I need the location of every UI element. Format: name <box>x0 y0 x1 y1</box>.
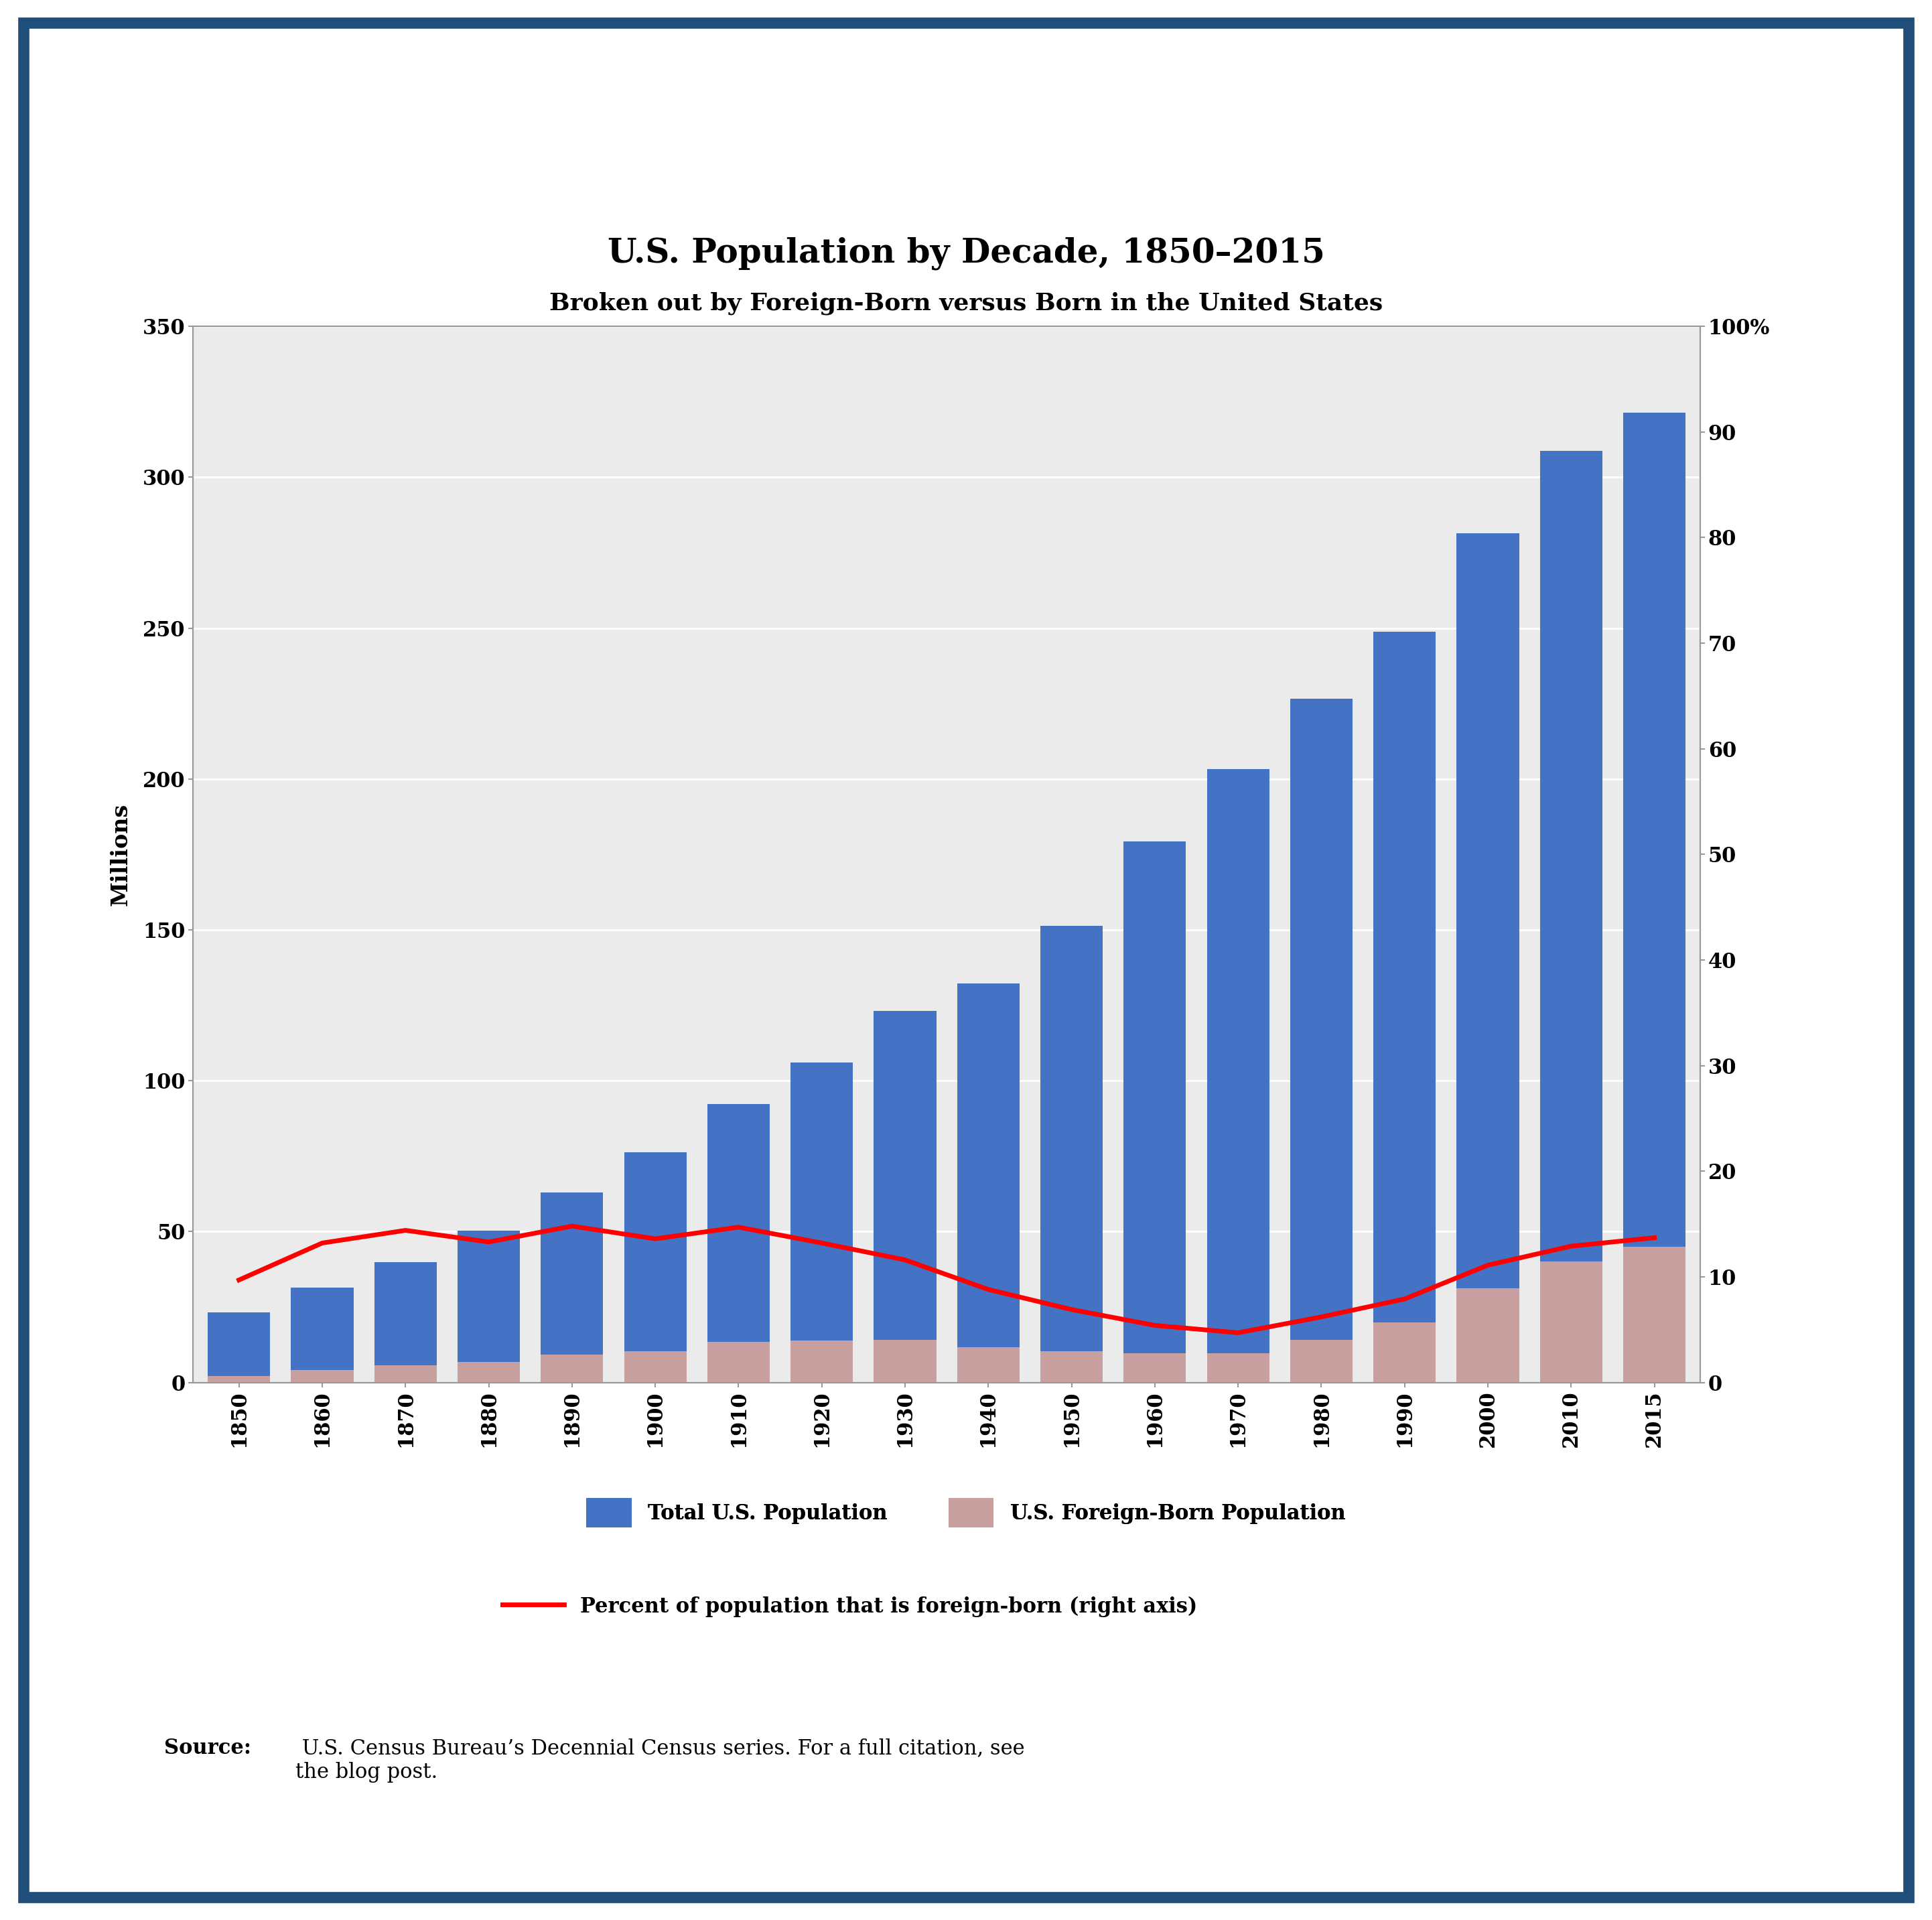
Bar <box>1291 699 1352 1382</box>
Bar <box>1623 1246 1685 1382</box>
Bar <box>873 1340 937 1382</box>
Bar <box>1374 632 1435 1382</box>
Bar <box>707 1342 769 1382</box>
Bar <box>541 1356 603 1382</box>
Bar <box>1540 1261 1602 1382</box>
Bar <box>1039 925 1103 1382</box>
Text: U.S. Census Bureau’s Decennial Census series. For a full citation, see
the blog : U.S. Census Bureau’s Decennial Census se… <box>296 1738 1024 1782</box>
Bar <box>1039 1352 1103 1382</box>
Bar <box>1457 1288 1519 1382</box>
Bar <box>956 1348 1020 1382</box>
Bar <box>1124 841 1186 1382</box>
Bar <box>541 1192 603 1382</box>
Bar <box>1124 1354 1186 1382</box>
Bar <box>209 1313 270 1382</box>
Bar <box>873 1010 937 1382</box>
Bar <box>1291 1340 1352 1382</box>
Bar <box>1374 1323 1435 1382</box>
Bar <box>292 1371 354 1382</box>
Bar <box>458 1361 520 1382</box>
Bar <box>375 1261 437 1382</box>
Bar <box>292 1288 354 1382</box>
Bar <box>624 1152 686 1382</box>
Bar <box>956 983 1020 1382</box>
Text: Source:: Source: <box>164 1738 251 1759</box>
Bar <box>624 1352 686 1382</box>
Bar <box>707 1104 769 1382</box>
Bar <box>1208 1354 1269 1382</box>
Bar <box>375 1365 437 1382</box>
Bar <box>1208 770 1269 1382</box>
Bar <box>458 1231 520 1382</box>
Bar <box>1457 534 1519 1382</box>
Bar <box>790 1062 854 1382</box>
Bar <box>790 1340 854 1382</box>
Text: Broken out by Foreign-Born versus Born in the United States: Broken out by Foreign-Born versus Born i… <box>549 292 1383 315</box>
Legend: Total U.S. Population, U.S. Foreign-Born Population: Total U.S. Population, U.S. Foreign-Born… <box>578 1490 1354 1536</box>
Text: U.S. Population by Decade, 1850–2015: U.S. Population by Decade, 1850–2015 <box>607 236 1325 271</box>
Bar <box>1540 451 1602 1382</box>
Bar <box>209 1377 270 1382</box>
Y-axis label: Millions: Millions <box>110 803 131 906</box>
Legend: Percent of population that is foreign-born (right axis): Percent of population that is foreign-bo… <box>495 1588 1206 1626</box>
Bar <box>1623 413 1685 1382</box>
